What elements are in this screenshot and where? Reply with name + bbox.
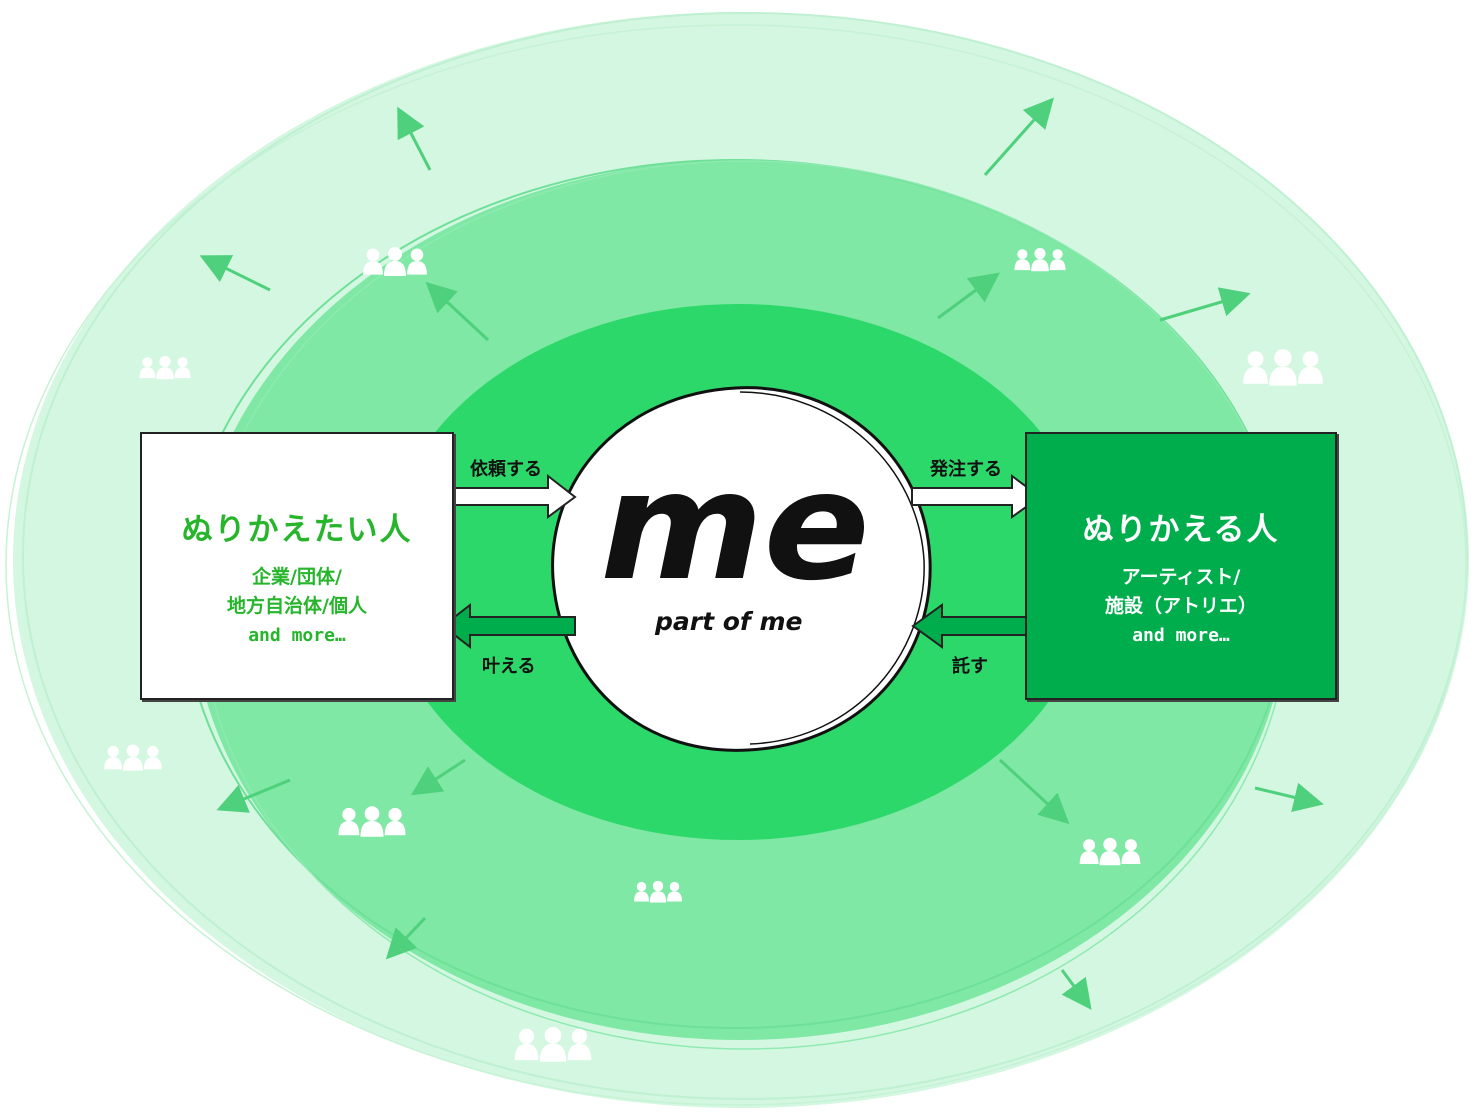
left-box: ぬりかえたい人 企業/団体/ 地方自治体/個人 and more… — [140, 432, 454, 700]
outward-arrow-icon — [397, 106, 432, 171]
right-box-line-1: アーティスト/ — [1121, 566, 1241, 588]
left-box-title: ぬりかえたい人 — [181, 512, 413, 548]
right-box-line-3: and more… — [1132, 625, 1230, 646]
outward-arrow-icon — [1159, 287, 1251, 322]
outward-arrow-icon — [998, 758, 1070, 825]
svg-text:me: me — [600, 440, 870, 614]
label-hacchu: 発注する — [930, 459, 1002, 480]
label-irai: 依頼する — [470, 459, 542, 480]
people-group-icon — [1079, 837, 1141, 866]
people-group-icon — [514, 1027, 592, 1062]
people-group-icon — [104, 744, 162, 771]
people-group-icon — [139, 356, 191, 380]
left-box-line-1: 企業/団体/ — [252, 566, 342, 588]
outward-arrow-icon — [385, 916, 427, 960]
people-group-icon — [634, 880, 682, 903]
people-group-icon — [1243, 349, 1323, 386]
outward-arrow-icon — [199, 255, 271, 292]
logo-subtitle: part of me — [655, 607, 803, 636]
people-groups — [104, 247, 1323, 1062]
label-kanaeru: 叶える — [482, 656, 536, 677]
people-group-icon — [338, 806, 406, 837]
outward-arrow-icon — [410, 758, 466, 796]
right-box-line-2: 施設（アトリエ） — [1104, 595, 1257, 617]
people-group-icon — [363, 247, 427, 276]
left-box-line-3: and more… — [248, 625, 346, 646]
radial-arrows — [199, 97, 1324, 1010]
outward-arrow-icon — [1060, 969, 1092, 1010]
right-box: ぬりかえる人 アーティスト/ 施設（アトリエ） and more… — [1025, 432, 1337, 700]
people-group-icon — [1014, 248, 1066, 272]
center-circle — [551, 386, 932, 752]
outward-arrow-icon — [1254, 782, 1324, 813]
outward-arrow-icon — [983, 97, 1054, 176]
right-box-title: ぬりかえる人 — [1082, 512, 1280, 548]
outward-arrow-icon — [937, 272, 1000, 320]
outward-arrow-icon — [425, 281, 490, 342]
left-box-line-2: 地方自治体/個人 — [227, 595, 367, 617]
arrow-irai — [443, 473, 577, 519]
me-logo: me — [600, 440, 870, 614]
arrow-kanaeru — [441, 602, 576, 650]
label-takusu: 託す — [952, 656, 988, 677]
outward-arrow-icon — [216, 778, 291, 813]
